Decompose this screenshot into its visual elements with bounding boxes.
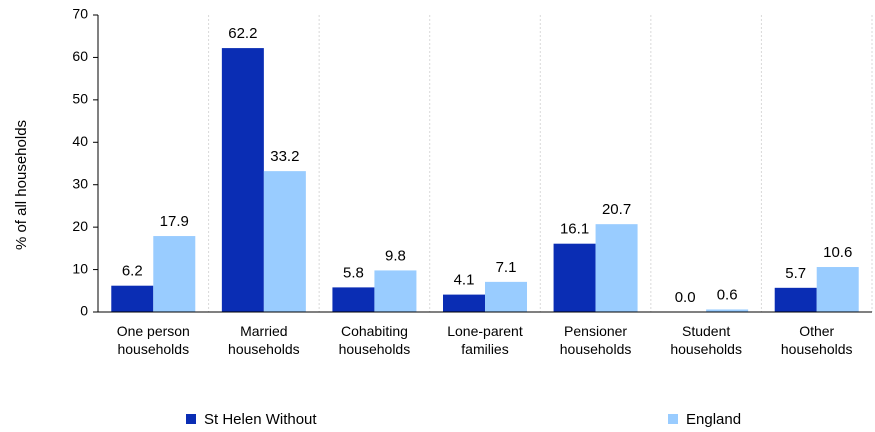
bar bbox=[443, 294, 485, 312]
x-tick-label: Other households bbox=[781, 323, 853, 357]
x-tick-label: One person households bbox=[117, 323, 190, 357]
legend-label: England bbox=[686, 411, 741, 428]
data-label: 0.0 bbox=[675, 289, 696, 306]
bar bbox=[485, 281, 527, 312]
x-tick-label: Cohabiting households bbox=[339, 323, 411, 357]
data-label: 0.6 bbox=[717, 286, 738, 303]
data-label: 5.7 bbox=[785, 265, 806, 282]
y-tick-label: 20 bbox=[72, 218, 88, 234]
data-label: 62.2 bbox=[228, 25, 257, 42]
bar bbox=[816, 267, 859, 312]
bar bbox=[111, 285, 154, 312]
data-label: 9.8 bbox=[385, 247, 406, 264]
data-label: 4.1 bbox=[454, 272, 475, 289]
y-axis-label: % of all households bbox=[13, 120, 30, 250]
bar bbox=[553, 243, 596, 312]
x-tick-label: Lone-parent families bbox=[447, 323, 523, 357]
bar bbox=[706, 309, 749, 312]
x-tick-label: Student households bbox=[670, 323, 742, 357]
data-label: 33.2 bbox=[270, 148, 299, 165]
y-tick-label: 50 bbox=[72, 91, 88, 107]
x-tick-label: Married households bbox=[228, 323, 300, 357]
y-tick-label: 70 bbox=[72, 6, 88, 22]
data-label: 6.2 bbox=[122, 263, 143, 280]
bar bbox=[774, 287, 817, 312]
y-tick-label: 40 bbox=[72, 133, 88, 149]
y-tick-label: 60 bbox=[72, 48, 88, 64]
bar bbox=[263, 171, 306, 312]
y-tick-label: 10 bbox=[72, 260, 88, 276]
data-label: 20.7 bbox=[602, 201, 631, 218]
bar bbox=[374, 270, 417, 312]
data-label: 16.1 bbox=[560, 221, 589, 238]
bar bbox=[153, 236, 196, 312]
bar bbox=[595, 224, 638, 312]
data-label: 7.1 bbox=[496, 259, 517, 276]
legend-label: St Helen Without bbox=[204, 411, 317, 428]
y-tick-label: 30 bbox=[72, 175, 88, 191]
legend-swatch bbox=[668, 414, 678, 424]
legend-swatch bbox=[186, 414, 196, 424]
x-tick-label: Pensioner households bbox=[560, 323, 632, 357]
bar bbox=[221, 48, 264, 312]
data-label: 10.6 bbox=[823, 244, 852, 261]
data-label: 17.9 bbox=[160, 213, 189, 230]
data-label: 5.8 bbox=[343, 264, 364, 281]
y-tick-label: 0 bbox=[80, 303, 88, 319]
bar bbox=[332, 287, 375, 312]
